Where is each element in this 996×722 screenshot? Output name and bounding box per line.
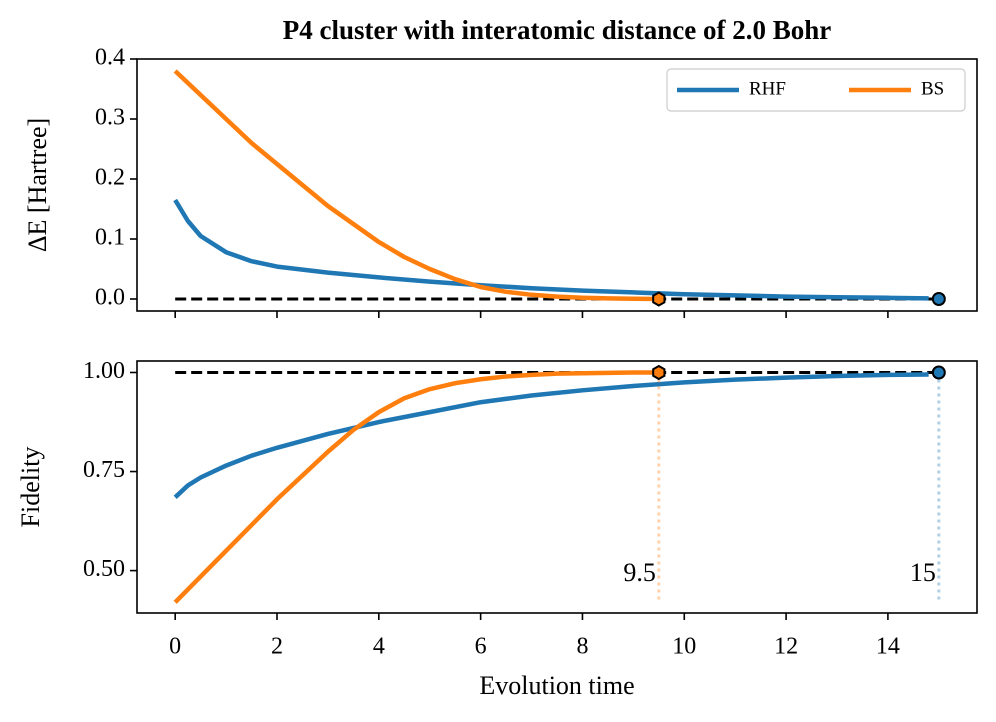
y-tick-label: 0.0 [95,285,125,311]
series-line [173,69,659,302]
plot-area [173,69,939,302]
annotation-label: 15 [910,558,936,587]
y-tick-label: 0.4 [95,45,125,71]
x-axis-label: Evolution time [479,671,634,700]
y-tick-label: 0.1 [95,225,125,251]
y-tick-label: 0.2 [95,165,125,191]
x-tick-label: 4 [373,634,385,660]
y-axis-label: Fidelity [16,447,45,528]
plot-area [173,370,939,604]
chart-title: P4 cluster with interatomic distance of … [283,15,831,45]
y-tick-label: 0.50 [83,556,125,582]
legend-box [666,68,966,112]
axes-frame [136,360,978,614]
y-tick-label: 0.75 [83,457,125,483]
x-tick-label: 14 [876,634,900,660]
end-marker [931,292,946,306]
legend-label: BS [921,78,944,99]
x-tick-label: 10 [672,634,696,660]
y-tick-label: 1.00 [83,358,125,384]
x-tick-label: 2 [271,634,283,660]
end-marker [652,364,666,381]
x-tick-label: 6 [475,634,487,660]
annotation-label: 9.5 [623,558,656,587]
y-tick-label: 0.3 [95,105,125,131]
x-tick-label: 0 [169,634,181,660]
legend-label: RHF [749,78,786,99]
series-line [173,372,929,499]
end-marker [652,291,666,307]
x-tick-label: 12 [774,634,798,660]
series-line [173,370,659,604]
x-tick-label: 8 [576,634,588,660]
end-marker [931,365,946,380]
axes-frame [136,58,978,312]
y-axis-label: ΔE [Hartree] [23,118,52,252]
